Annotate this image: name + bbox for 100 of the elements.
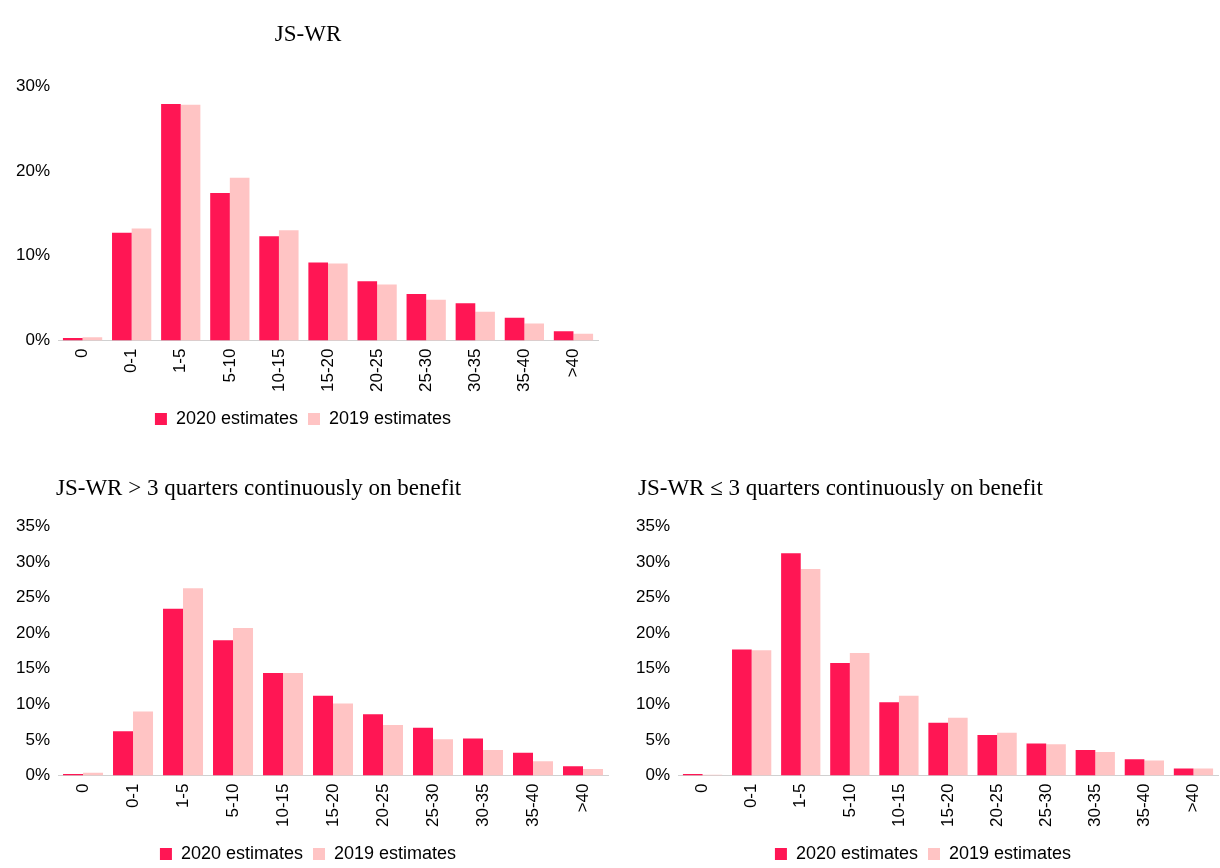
bar [1144,760,1164,776]
x-tick-label: 30-35 [464,348,484,392]
x-tick-label: 30-35 [472,783,492,827]
legend-label: 2020 estimates [175,407,299,428]
bar [113,731,134,776]
x-tick-label: 10-15 [888,783,908,827]
y-tick-label: 0% [25,330,51,350]
x-tick-label: 5-10 [219,348,239,383]
bar [413,727,434,776]
x-tick-label: 10-15 [272,783,292,827]
bar [583,769,603,776]
bar [180,104,201,341]
bar [213,640,234,776]
x-tick-label: 35-40 [522,783,542,827]
bar [1026,743,1047,776]
chart-title: JS-WR [273,20,343,48]
bar [533,761,553,776]
bar [475,311,495,341]
y-tick-label: 20% [15,622,51,642]
y-tick-label: 25% [15,587,51,607]
x-tick-label: 15-20 [317,348,337,392]
bar [183,588,204,776]
legend-label: 2020 estimates [795,842,919,863]
legend-label: 2019 estimates [334,842,457,863]
y-tick-label: 10% [15,245,51,265]
y-tick-label: 15% [635,658,671,678]
y-tick-label: 30% [15,75,51,95]
bar [313,695,334,776]
bar [830,662,850,776]
bar [898,695,919,776]
x-tick-label: 1-5 [170,348,190,374]
bar [259,236,279,341]
x-tick-label: 20-25 [372,783,392,827]
bar [163,608,184,776]
legend-label: 2019 estimates [329,407,452,428]
bar [328,263,348,341]
x-tick-label: 25-30 [415,348,435,392]
x-tick-label: 25-30 [1035,783,1055,827]
y-tick-label: 15% [15,658,51,678]
x-tick-label: 15-20 [322,783,342,827]
x-tick-label: 20-25 [986,783,1006,827]
bar [1124,759,1145,776]
x-tick-label: 30-35 [1084,783,1104,827]
bar [357,281,378,341]
bar [263,672,284,776]
y-tick-label: 0% [25,765,51,785]
x-tick-label: 15-20 [937,783,957,827]
x-tick-label: 0 [72,783,92,793]
x-tick-label: 0 [72,348,92,358]
x-tick-label: 20-25 [366,348,386,392]
y-tick-label: 5% [645,729,671,749]
bar [573,333,594,341]
bar [948,717,968,776]
bar [455,303,476,341]
bar [879,702,899,776]
y-tick-label: 30% [15,551,51,571]
bar [732,649,752,776]
y-tick-label: 10% [635,693,671,713]
bar [406,293,427,341]
y-tick-label: 35% [15,515,51,535]
bar [800,568,821,776]
y-tick-label: 20% [15,160,51,180]
x-tick-label: 1-5 [790,783,810,809]
y-tick-label: 35% [635,515,671,535]
bar [426,299,446,341]
x-tick-label: >40 [572,783,592,813]
legend-label: 2019 estimates [949,842,1072,863]
bar [849,653,870,776]
bar [483,749,504,776]
x-tick-label: 10-15 [268,348,288,392]
y-tick-label: 5% [25,729,51,749]
bar [553,331,574,341]
bar [504,317,525,341]
bar [524,323,544,341]
bar [131,228,152,341]
bar [563,766,583,776]
bar [928,722,949,776]
bar [112,232,132,341]
bar [781,553,801,776]
x-tick-label: >40 [1183,783,1203,813]
bar [233,628,254,776]
bar [210,193,230,341]
bar [513,752,533,776]
x-tick-label: 0-1 [122,783,142,809]
chart-title: JS-WR > 3 quarters continuously on benefit [55,474,463,502]
y-tick-label: 25% [635,587,671,607]
bar [1075,749,1096,776]
bar [1193,768,1214,776]
bar [1173,768,1194,776]
x-tick-label: 25-30 [422,783,442,827]
x-tick-label: >40 [563,348,583,378]
bar [363,714,384,776]
bar [433,739,454,776]
y-tick-label: 30% [635,551,671,571]
x-tick-label: 0 [692,783,712,793]
x-tick-label: 1-5 [172,783,192,809]
bar [308,262,329,341]
bar [229,177,250,341]
bar [377,284,397,341]
y-tick-label: 10% [15,693,51,713]
